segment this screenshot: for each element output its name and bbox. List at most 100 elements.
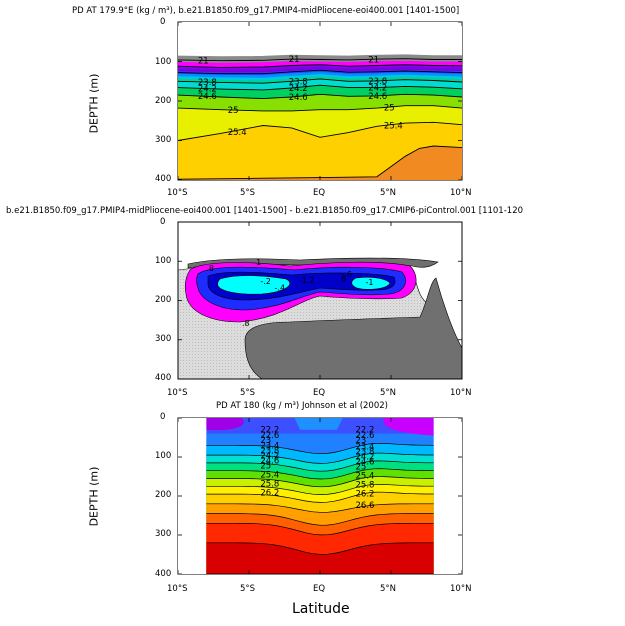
panel1-contour-line <box>178 93 462 100</box>
panel1-contour-label: 25.4 <box>384 121 403 131</box>
panel1-contour-line <box>178 78 462 84</box>
panel1-contour-label: 23.8 <box>198 78 217 88</box>
panel3-ytick: 300 <box>155 529 172 539</box>
panel2-ytick: 400 <box>155 373 172 383</box>
panel3-contour-label: 25.8 <box>260 480 279 490</box>
panel1-ytick: 300 <box>155 135 172 145</box>
panel1-band <box>178 146 462 180</box>
panel2-contour-label: -1 <box>365 278 373 287</box>
panel3-contour-label: 23 <box>356 436 367 446</box>
panel2-xtick: EQ <box>313 388 326 398</box>
panel3-contour-line <box>206 476 434 488</box>
panel3-contour-label: 23 <box>260 436 271 446</box>
panel1-contour-label: 24.2 <box>198 84 217 94</box>
panel3-contour-label: 24.2 <box>260 452 279 462</box>
panel1-contour-label: 24.2 <box>289 84 308 94</box>
panel3-surface-region <box>206 418 244 431</box>
panel1-contour-line <box>178 64 462 68</box>
panel2-contour-label: .8 <box>206 264 214 273</box>
panel2-anomaly-field <box>178 222 462 379</box>
panel3-contour-label: 25.8 <box>356 481 375 491</box>
panel2-contour-label: -1.2 <box>299 276 315 285</box>
panel1-contour-label: 21 <box>368 55 379 65</box>
panel3-contour-label: 25 <box>356 463 367 473</box>
panel3-title: PD AT 180 (kg / m³) Johnson et al (2002) <box>216 401 388 411</box>
panel3-contour-label: 22.2 <box>260 426 279 436</box>
panel2-contour-label: -.6 <box>341 270 352 279</box>
panel3-contour-line <box>206 443 434 455</box>
panel1-xtick: 5°S <box>240 188 256 198</box>
panel3-contour-label: 23.4 <box>356 442 375 452</box>
panel2-contour-label: -.4 <box>275 284 286 293</box>
panel3-ytick: 200 <box>155 490 172 500</box>
panel3-contour-line <box>206 460 434 472</box>
panel3-contour-label: 24.6 <box>356 458 375 468</box>
panel1-contour-line <box>178 58 462 62</box>
panel3-xlabel: Latitude <box>292 601 350 617</box>
panel2-xtick: 10°S <box>167 388 188 398</box>
panel3-surface-region <box>383 418 434 436</box>
panel1-contour-line <box>178 145 462 180</box>
panel3-xtick: 10°N <box>450 584 472 594</box>
panel3-contour-line <box>206 468 434 480</box>
panel3-band <box>206 542 434 574</box>
panel3-ytick: 100 <box>155 451 172 461</box>
panel1-contour-label: 23.8 <box>368 77 387 87</box>
panel3-contour-line <box>206 503 434 513</box>
panel3-contour-label: 22.2 <box>356 426 375 436</box>
panel3-contour-label: 25 <box>260 462 271 472</box>
panel3-surface-region <box>294 418 343 430</box>
panel3-ytick: 0 <box>160 412 166 422</box>
panel1-contour-label: 24.6 <box>198 92 217 102</box>
panel1-contour-line <box>178 105 462 112</box>
panel1-contour-line <box>178 121 462 141</box>
panel2-contour-label: -.2 <box>260 277 271 286</box>
panel1-contour-label: 25 <box>384 104 395 114</box>
panel1-ytick: 100 <box>155 57 172 67</box>
panel2-contour-label: .6 <box>338 275 346 284</box>
panel1-contour-label: 25.4 <box>228 128 247 138</box>
panel1-ytick: 200 <box>155 96 172 106</box>
panel1-contour-label: 25 <box>228 106 239 116</box>
panel2-contour-label: 1 <box>256 258 261 267</box>
panel1-contour-line <box>178 69 462 75</box>
panel2-ytick: 100 <box>155 256 172 266</box>
panel1-xtick: 10°N <box>450 188 472 198</box>
panel2-xtick: 5°N <box>380 388 397 398</box>
panel3-contour-label: 26.2 <box>260 489 279 499</box>
panel3-contour-label: 24.6 <box>260 457 279 467</box>
panel1-contour-label: 24.2 <box>368 84 387 94</box>
panel1-ytick: 0 <box>160 17 166 27</box>
panel1-contour-label: 23.8 <box>289 77 308 87</box>
panel3-contour-label: 22.6 <box>356 431 375 441</box>
panel3-contour-label: 24.2 <box>356 453 375 463</box>
panel3-contour-label: 23.4 <box>260 441 279 451</box>
panel3-contour-label: 23.8 <box>356 447 375 457</box>
panel1-contour-label: 21 <box>289 55 300 65</box>
panel1-title: PD AT 179.9°E (kg / m³), b.e21.B1850.f09… <box>72 6 460 16</box>
panel2-ytick: 0 <box>160 217 166 227</box>
panel3-contour-line <box>206 452 434 464</box>
panel2-xtick: 10°N <box>450 388 472 398</box>
panel3-contour-line <box>206 522 434 536</box>
panel3-contour-line <box>206 491 434 503</box>
panel1-band <box>178 54 462 63</box>
panel1-contour-label: 24.6 <box>289 93 308 103</box>
panel2-contour-label: .8 <box>242 319 250 328</box>
panel3-contour-line <box>206 513 434 526</box>
panel2-cyan-core-right <box>351 276 391 290</box>
panel3-xtick: EQ <box>313 584 326 594</box>
panel2-ytick: 300 <box>155 334 172 344</box>
panel2-xtick: 5°S <box>240 388 256 398</box>
panel2-title: b.e21.B1850.f09_g17.PMIP4-midPliocene-eo… <box>6 206 524 216</box>
panel1-band <box>178 122 462 180</box>
panel3-contour-line <box>206 542 434 555</box>
panel1-ytick: 400 <box>155 174 172 184</box>
panel3-contour-label: 26.6 <box>356 501 375 511</box>
panel1-contour-label: 21 <box>198 56 209 66</box>
panel3-xtick: 5°N <box>380 584 397 594</box>
panel1-xtick: EQ <box>313 188 326 198</box>
panel3-contour-label: 22.6 <box>260 431 279 441</box>
panel3-contour-label: 26.2 <box>356 490 375 500</box>
